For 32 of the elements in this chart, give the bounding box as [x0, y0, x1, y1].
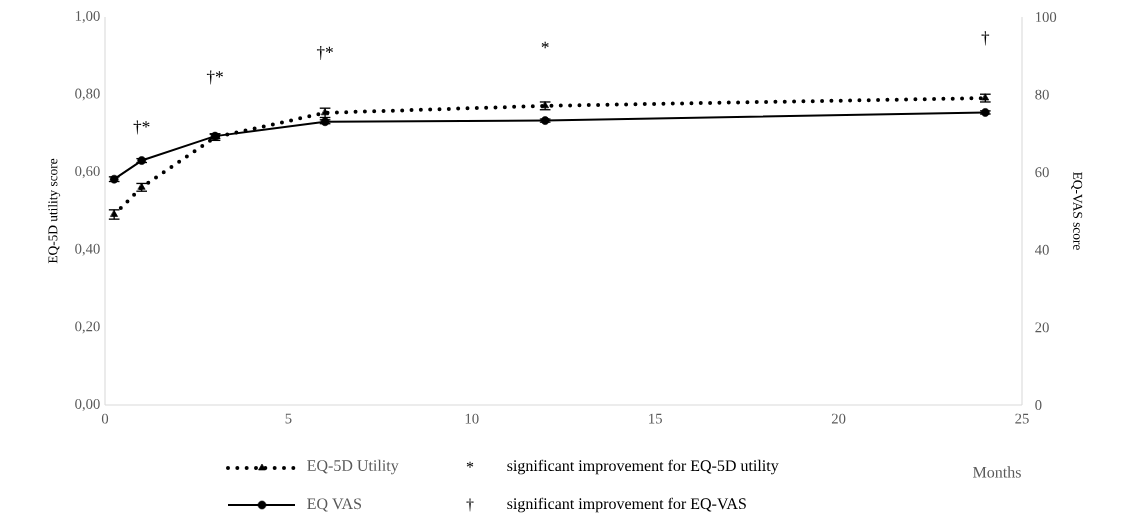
- y2-axis-title: EQ-VAS score: [1071, 172, 1083, 250]
- y2-tick-label: 0: [1035, 400, 1042, 410]
- text: *: [466, 461, 474, 468]
- y2-tick-label: 20: [1035, 322, 1049, 333]
- y2-tick-label: 40: [1035, 244, 1049, 255]
- y-tick-label: 0,60: [75, 166, 100, 179]
- annotation: †*: [316, 46, 333, 61]
- y-axis-title: EQ-5D utility score: [47, 158, 61, 264]
- y-tick-label: 1,00: [75, 11, 100, 24]
- x-tick-label: 5: [285, 413, 292, 424]
- legend-label: EQ-5D Utility: [307, 459, 399, 475]
- y-tick-label: 0,40: [75, 243, 100, 256]
- text: significant improvement for EQ-VAS: [507, 497, 746, 513]
- legend-label: EQ VAS: [307, 498, 361, 512]
- x-tick-label: 15: [649, 413, 662, 424]
- annotation: *: [541, 41, 549, 49]
- text: †: [466, 498, 474, 512]
- y2-tick-label: 80: [1035, 89, 1049, 100]
- y2-tick-label: 60: [1035, 167, 1049, 178]
- y-tick-label: 0,00: [75, 399, 100, 412]
- x-axis-title: Months: [973, 466, 1021, 478]
- text: significant improvement for EQ-5D utility: [507, 459, 779, 475]
- x-tick-label: 25: [1015, 413, 1029, 424]
- x-tick-label: 20: [831, 413, 846, 424]
- x-tick-label: 0: [101, 413, 109, 424]
- x-tick-label: 10: [465, 413, 479, 424]
- annotation: †: [981, 31, 990, 46]
- annotation: †*: [133, 120, 150, 135]
- y-tick-label: 0,20: [75, 321, 100, 334]
- annotation: †*: [206, 70, 223, 85]
- y-tick-label: 0,80: [75, 88, 100, 101]
- y2-tick-label: 100: [1036, 12, 1057, 22]
